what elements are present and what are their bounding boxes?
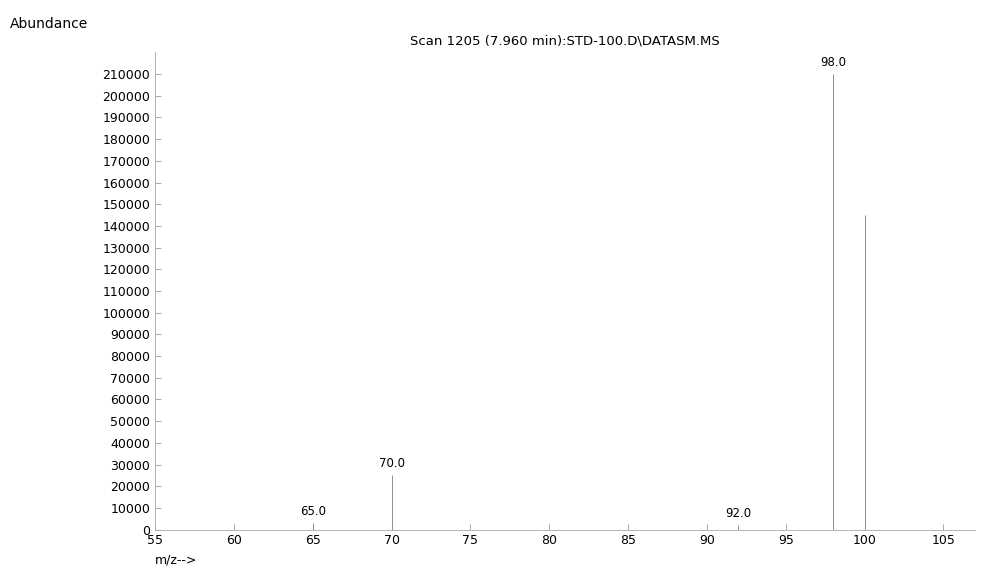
Text: 70.0: 70.0	[379, 457, 405, 470]
Text: 65.0: 65.0	[300, 505, 326, 518]
Title: Scan 1205 (7.960 min):STD-100.D\DATASM.MS: Scan 1205 (7.960 min):STD-100.D\DATASM.M…	[410, 34, 720, 47]
Text: 98.0: 98.0	[820, 56, 846, 69]
Text: 92.0: 92.0	[725, 507, 752, 520]
Text: Abundance: Abundance	[10, 17, 88, 31]
X-axis label: m/z-->: m/z-->	[155, 553, 197, 566]
